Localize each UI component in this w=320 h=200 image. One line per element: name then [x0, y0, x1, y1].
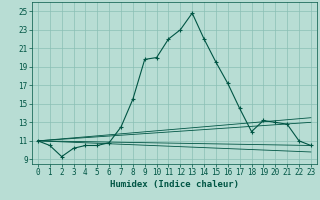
- X-axis label: Humidex (Indice chaleur): Humidex (Indice chaleur): [110, 180, 239, 189]
